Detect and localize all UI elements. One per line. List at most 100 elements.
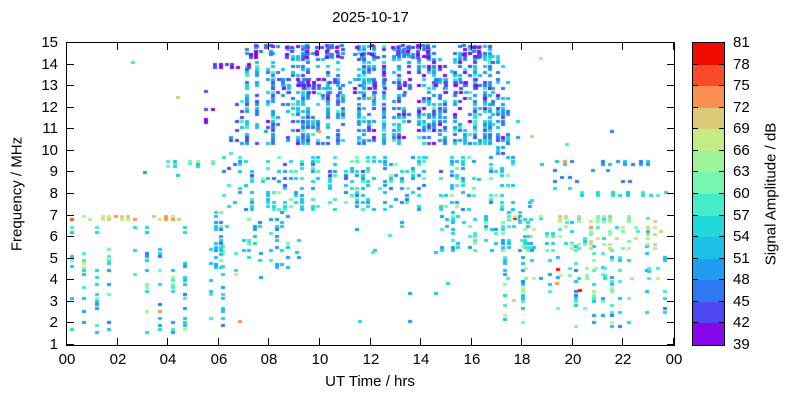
x-tick-label: 18 [513, 351, 531, 368]
y-tick-right [667, 193, 674, 194]
y-tick-right [667, 85, 674, 86]
x-tick-top [521, 43, 522, 50]
y-tick-label: 9 [49, 163, 58, 180]
colorbar-tick [719, 258, 724, 259]
y-tick-label: 1 [49, 336, 58, 353]
x-tick [673, 338, 674, 345]
x-tick-top [268, 43, 269, 50]
x-tick [420, 338, 421, 345]
colorbar-tick-label: 78 [733, 56, 750, 73]
y-tick-right [667, 344, 674, 345]
x-tick-label: 12 [362, 351, 380, 368]
colorbar-segment [693, 85, 724, 108]
colorbar-tick [719, 215, 724, 216]
colorbar-tick-label: 51 [733, 250, 750, 267]
x-tick [167, 338, 168, 345]
colorbar-tick [693, 236, 698, 237]
y-tick-right [667, 42, 674, 43]
colorbar-tick-label: 39 [733, 336, 750, 353]
x-tick-top [572, 43, 573, 50]
x-axis-label: UT Time / hrs [325, 373, 415, 390]
y-tick-right [667, 236, 674, 237]
colorbar-tick [693, 85, 698, 86]
x-tick [66, 338, 67, 345]
x-tick-top [218, 43, 219, 50]
y-tick-right [667, 301, 674, 302]
colorbar-tick [719, 171, 724, 172]
colorbar-tick-label: 69 [733, 120, 750, 137]
y-tick-label: 12 [41, 99, 58, 116]
colorbar-segment [693, 279, 724, 302]
colorbar-tick [693, 258, 698, 259]
colorbar-tick [693, 322, 698, 323]
y-tick-label: 5 [49, 250, 58, 267]
x-tick-label: 06 [210, 351, 228, 368]
x-tick-top [117, 43, 118, 50]
y-tick-label: 10 [41, 142, 58, 159]
colorbar-tick [693, 171, 698, 172]
colorbar-segment [693, 322, 724, 345]
x-tick [117, 338, 118, 345]
x-tick-label: 08 [260, 351, 278, 368]
colorbar-segment [693, 301, 724, 324]
y-tick [67, 42, 74, 43]
y-tick-label: 4 [49, 271, 58, 288]
y-tick-right [667, 258, 674, 259]
x-tick [268, 338, 269, 345]
colorbar-tick-label: 63 [733, 163, 750, 180]
x-tick [370, 338, 371, 345]
colorbar-tick [719, 236, 724, 237]
x-tick-label: 00 [58, 351, 76, 368]
x-tick-top [167, 43, 168, 50]
colorbar-tick [693, 193, 698, 194]
x-tick-label: 10 [311, 351, 329, 368]
y-tick-right [667, 128, 674, 129]
x-tick-top [370, 43, 371, 50]
y-tick-label: 6 [49, 228, 58, 245]
x-tick [471, 338, 472, 345]
colorbar-tick [719, 64, 724, 65]
colorbar-tick-label: 75 [733, 77, 750, 94]
colorbar-tick [719, 85, 724, 86]
y-tick [67, 322, 74, 323]
y-tick-right [667, 64, 674, 65]
x-tick-top [319, 43, 320, 50]
colorbar-segment [693, 42, 724, 65]
y-tick-label: 15 [41, 34, 58, 51]
chart-title: 2025-10-17 [332, 9, 409, 26]
colorbar-tick-label: 57 [733, 207, 750, 224]
plot-area [66, 42, 675, 346]
y-tick-label: 11 [42, 120, 58, 137]
x-tick-top [673, 43, 674, 50]
colorbar-tick [719, 107, 724, 108]
colorbar-segment [693, 236, 724, 259]
y-tick-label: 14 [41, 56, 58, 73]
colorbar-tick [719, 193, 724, 194]
y-tick-right [667, 279, 674, 280]
colorbar-segment [693, 150, 724, 173]
colorbar [692, 42, 725, 346]
y-tick-label: 13 [41, 77, 58, 94]
y-tick [67, 193, 74, 194]
x-tick-label: 22 [614, 351, 632, 368]
x-tick-top [622, 43, 623, 50]
y-tick [67, 107, 74, 108]
colorbar-tick-label: 54 [733, 228, 750, 245]
colorbar-segment [693, 171, 724, 194]
colorbar-tick [693, 128, 698, 129]
y-tick-right [667, 107, 674, 108]
y-tick-label: 7 [49, 207, 58, 224]
colorbar-tick [719, 322, 724, 323]
colorbar-segment [693, 107, 724, 130]
x-tick-top [471, 43, 472, 50]
y-tick [67, 236, 74, 237]
colorbar-tick [693, 301, 698, 302]
y-tick-right [667, 171, 674, 172]
y-tick [67, 215, 74, 216]
colorbar-tick-label: 72 [733, 99, 750, 116]
x-tick [572, 338, 573, 345]
colorbar-segment [693, 128, 724, 151]
y-tick [67, 171, 74, 172]
colorbar-tick-label: 60 [733, 185, 750, 202]
